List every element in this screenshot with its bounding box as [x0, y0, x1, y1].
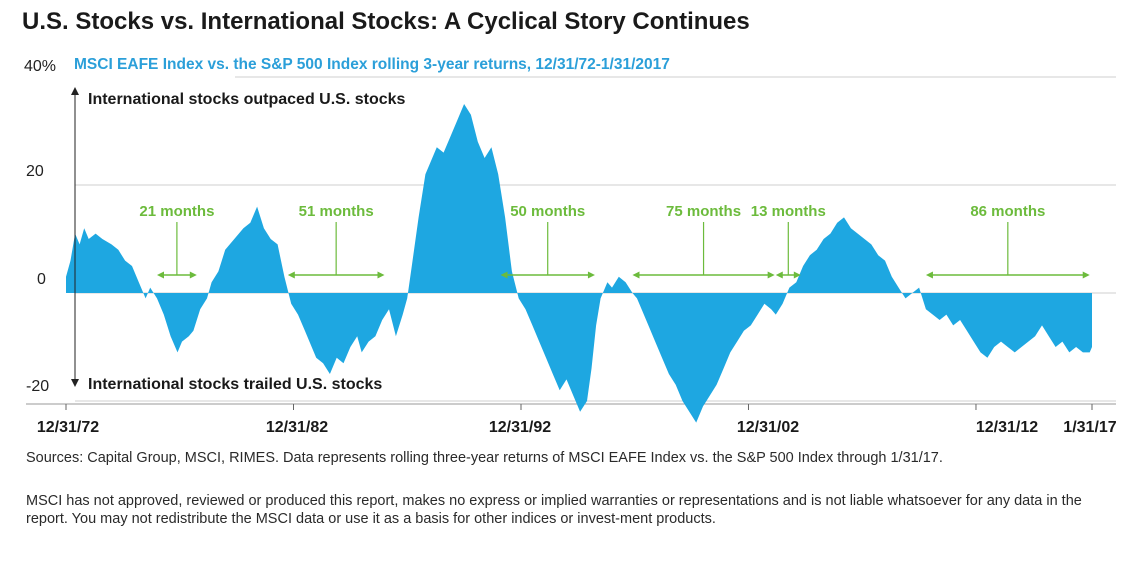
bracket-arrow-right-icon [793, 271, 801, 279]
arrow-label-up: International stocks outpaced U.S. stock… [88, 91, 406, 108]
bracket-arrow-left-icon [287, 271, 295, 279]
bracket-arrow-right-icon [767, 271, 775, 279]
y-tick-label: -20 [26, 378, 49, 395]
disclaimer-note: MSCI has not approved, reviewed or produ… [26, 493, 1082, 527]
bracket-arrow-left-icon [632, 271, 640, 279]
bracket-arrow-left-icon [500, 271, 508, 279]
period-label: 51 months [299, 203, 374, 220]
y-tick-label: 0 [37, 271, 46, 288]
x-tick-label: 12/31/72 [37, 419, 99, 436]
bracket-arrow-right-icon [377, 271, 385, 279]
period-label: 21 months [139, 203, 214, 220]
sources-note: Sources: Capital Group, MSCI, RIMES. Dat… [26, 450, 943, 466]
x-tick-label: 12/31/02 [737, 419, 799, 436]
bracket-arrow-left-icon [156, 271, 164, 279]
y-tick-label: 20 [26, 163, 44, 180]
x-tick-label: 12/31/82 [266, 419, 328, 436]
period-label: 86 months [970, 203, 1045, 220]
period-label: 50 months [510, 203, 585, 220]
bracket-arrow-right-icon [587, 271, 595, 279]
arrow-up-icon [71, 87, 79, 95]
period-label: 75 months [666, 203, 741, 220]
bracket-arrow-left-icon [925, 271, 933, 279]
x-tick-label: 12/31/92 [489, 419, 551, 436]
arrow-down-icon [71, 379, 79, 387]
area-chart: 40% 20 0 -20 International stocks outpaced U… [24, 58, 1117, 436]
chart-title: U.S. Stocks vs. International Stocks: A … [22, 8, 750, 35]
arrow-label-down: International stocks trailed U.S. stocks [88, 376, 382, 393]
area-series [66, 104, 1092, 423]
x-tick-label: 1/31/17 [1063, 419, 1116, 436]
y-tick-label: 40% [24, 58, 56, 75]
x-tick-label: 12/31/12 [976, 419, 1038, 436]
period-label: 13 months [751, 203, 826, 220]
chart-subtitle: MSCI EAFE Index vs. the S&P 500 Index ro… [74, 56, 670, 73]
bracket-arrow-right-icon [189, 271, 197, 279]
bracket-arrow-right-icon [1082, 271, 1090, 279]
bracket-arrow-left-icon [775, 271, 783, 279]
